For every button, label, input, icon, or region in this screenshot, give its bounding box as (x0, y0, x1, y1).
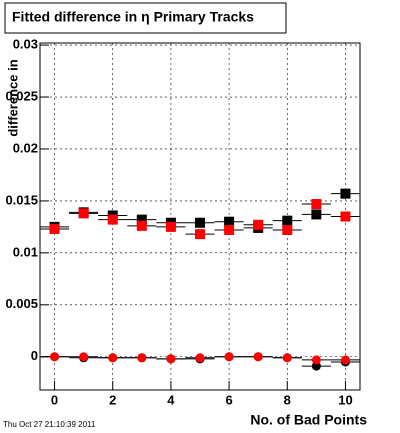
marker (195, 217, 205, 228)
marker (340, 188, 351, 199)
marker (50, 352, 60, 362)
x-tick-label: 2 (109, 392, 116, 407)
marker (340, 355, 350, 365)
marker (282, 353, 292, 363)
y-tick-label: 0.03 (13, 37, 38, 52)
marker (166, 354, 176, 364)
timestamp: Thu Oct 27 21:10:39 2011 (3, 420, 96, 429)
marker (311, 209, 322, 220)
y-axis-label: difference in (5, 59, 20, 136)
marker (79, 352, 89, 362)
marker (165, 221, 176, 232)
marker (137, 353, 147, 363)
marker (136, 214, 147, 225)
marker (311, 199, 322, 210)
x-tick-label: 10 (338, 392, 352, 407)
marker (311, 361, 321, 371)
marker (224, 225, 235, 236)
marker (108, 353, 118, 363)
marker (78, 208, 89, 219)
y-tick-label: 0.02 (13, 140, 38, 155)
x-tick-label: 6 (225, 392, 232, 407)
title-box (4, 2, 287, 34)
x-axis-label: No. of Bad Points (250, 412, 367, 428)
marker (253, 219, 264, 230)
x-tick-label: 0 (51, 392, 58, 407)
chart-title: Fitted difference in η Primary Tracks (12, 9, 254, 25)
marker (282, 225, 293, 236)
y-tick-label: 0 (31, 348, 38, 363)
marker (49, 223, 60, 234)
marker (107, 214, 118, 225)
x-tick-label: 8 (284, 392, 291, 407)
y-tick-label: 0.01 (13, 244, 38, 259)
marker (311, 355, 321, 365)
marker (340, 211, 351, 222)
marker (224, 216, 235, 227)
y-tick-label: 0.015 (5, 192, 38, 207)
marker (195, 229, 205, 240)
marker (195, 353, 205, 363)
y-tick-label: 0.005 (5, 296, 38, 311)
marker (136, 220, 147, 231)
y-tick-label: 0.025 (5, 88, 38, 103)
marker (224, 352, 234, 362)
marker (253, 352, 263, 362)
marker (282, 215, 293, 226)
x-tick-label: 4 (167, 392, 175, 407)
